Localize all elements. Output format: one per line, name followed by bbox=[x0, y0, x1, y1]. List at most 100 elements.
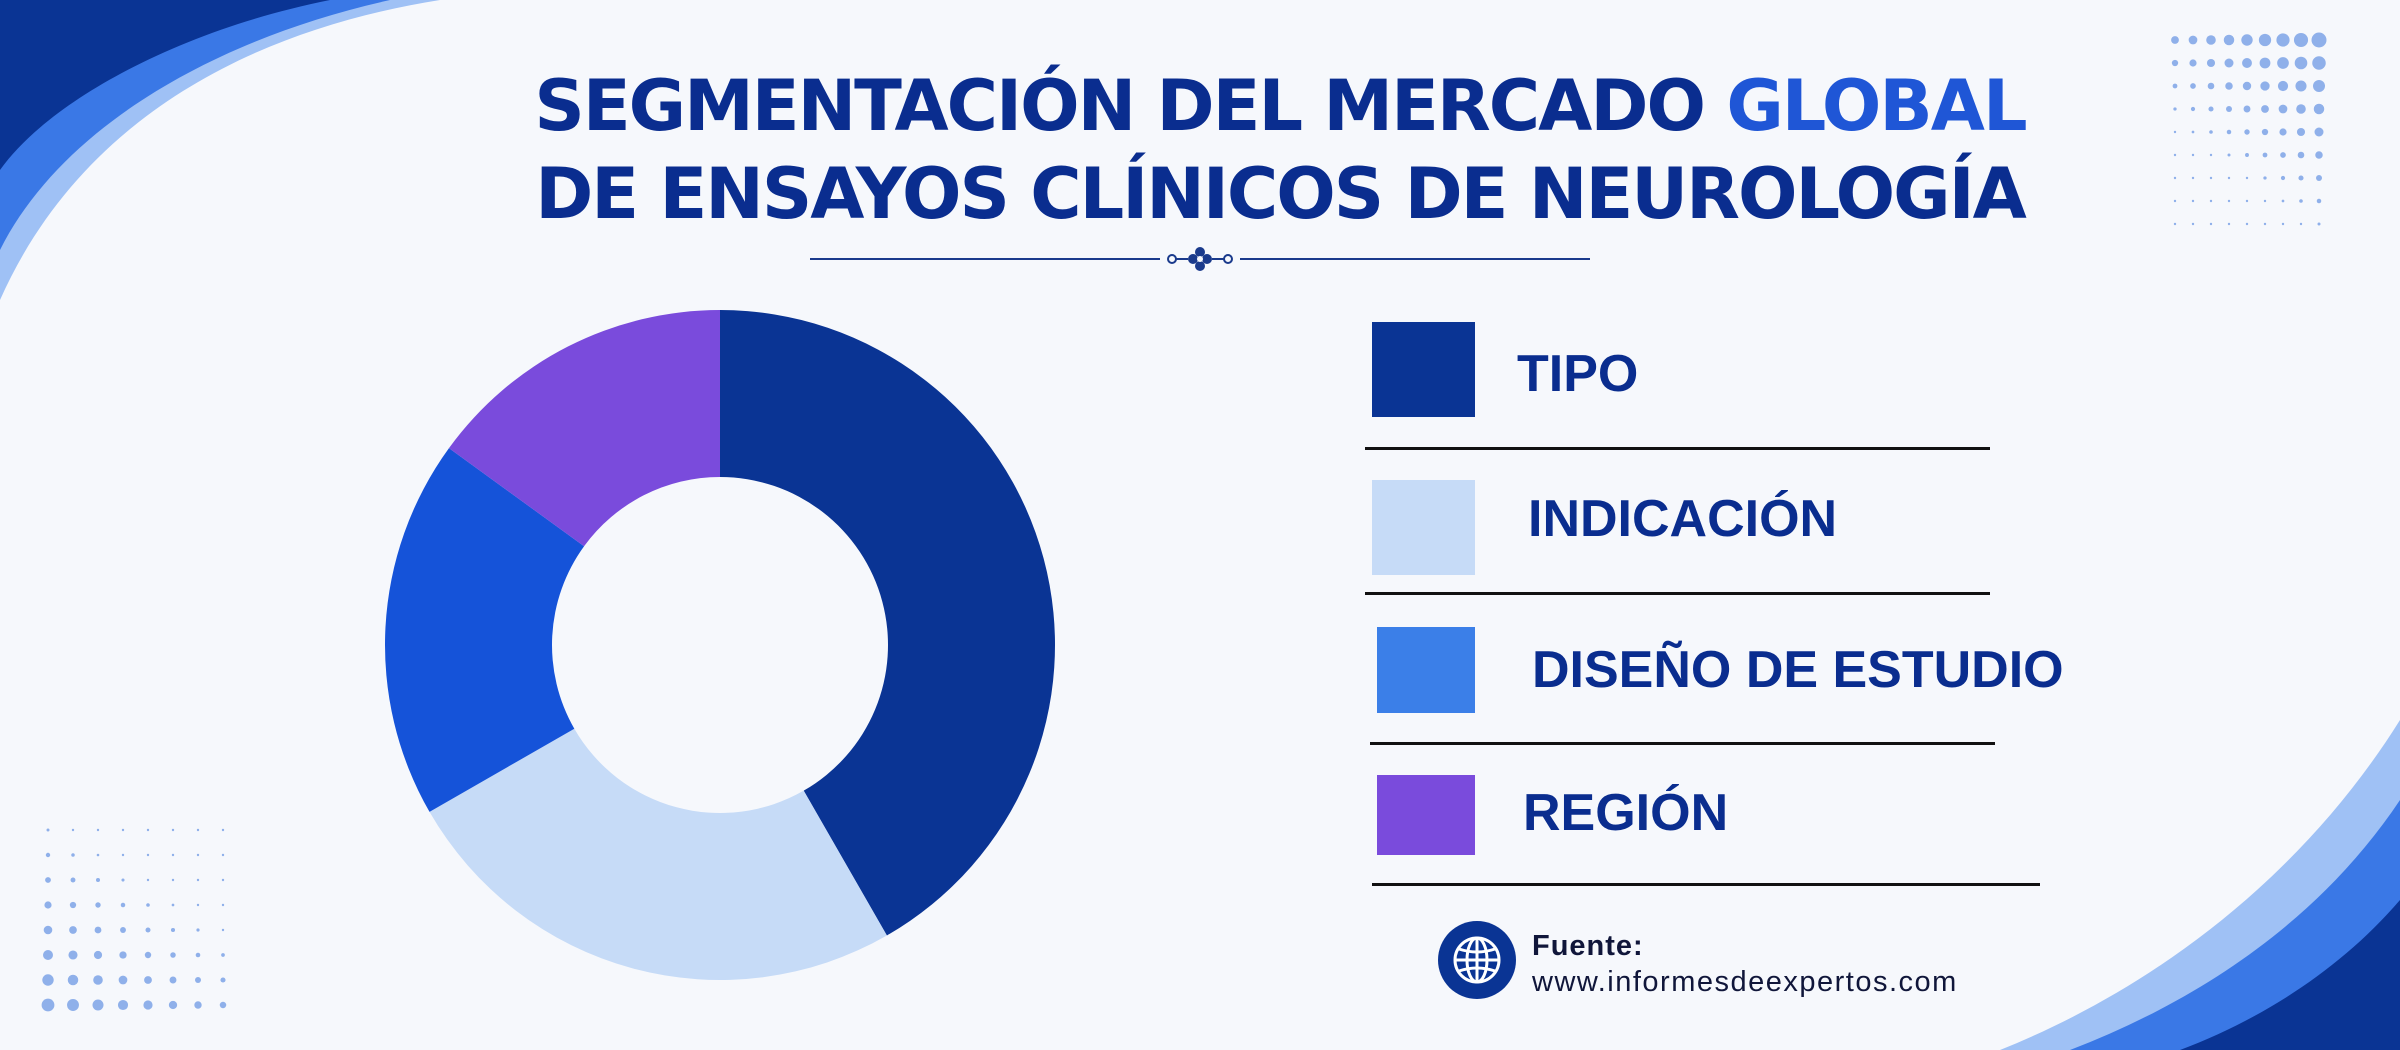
decor-dot bbox=[145, 927, 151, 933]
legend-label-region: REGIÓN bbox=[1523, 784, 1729, 842]
decor-dot bbox=[67, 999, 79, 1011]
legend-divider bbox=[1365, 592, 1990, 595]
decor-dot bbox=[2242, 58, 2252, 68]
donut-chart bbox=[385, 310, 1055, 980]
decor-dot bbox=[42, 974, 54, 986]
decor-dot bbox=[93, 975, 103, 985]
decor-dot bbox=[69, 901, 77, 909]
decor-dot bbox=[46, 828, 50, 832]
title-line-1: SEGMENTACIÓN DEL MERCADO GLOBAL bbox=[520, 62, 2040, 150]
legend-label-tipo: TIPO bbox=[1517, 345, 1639, 403]
donut-slice-indicación bbox=[429, 728, 887, 980]
source-url[interactable]: www.informesdeexpertos.com bbox=[1532, 966, 1958, 998]
decor-dot bbox=[71, 828, 75, 832]
decor-dot bbox=[144, 976, 152, 984]
decor-dot bbox=[196, 878, 200, 882]
decor-dot bbox=[144, 951, 152, 959]
legend-item-region: REGIÓN bbox=[1365, 775, 2040, 915]
decor-dot bbox=[2263, 199, 2267, 203]
decor-dot bbox=[195, 952, 201, 958]
decor-dot bbox=[92, 999, 104, 1011]
decor-dot bbox=[118, 975, 128, 985]
title-line-1-text: SEGMENTACIÓN DEL MERCADO bbox=[534, 65, 1727, 147]
decor-dot bbox=[2191, 130, 2195, 134]
decor-dot bbox=[2227, 153, 2231, 157]
decor-dot bbox=[219, 1001, 227, 1009]
ornament-divider bbox=[810, 247, 1590, 271]
decor-dot bbox=[2311, 32, 2327, 48]
decor-dot bbox=[2276, 33, 2290, 47]
decor-dot bbox=[143, 1000, 153, 1010]
decor-dot bbox=[2191, 222, 2195, 226]
decor-dot bbox=[2172, 83, 2178, 89]
decor-dot bbox=[196, 928, 200, 932]
legend-item-tipo: TIPO bbox=[1365, 320, 2025, 460]
donut-slice-tipo bbox=[720, 310, 1055, 936]
legend-divider bbox=[1365, 447, 1990, 450]
decor-dot bbox=[2263, 222, 2267, 226]
decor-dot bbox=[2191, 153, 2195, 157]
decor-dot bbox=[2297, 151, 2305, 159]
decor-dot bbox=[2298, 175, 2304, 181]
decor-dot bbox=[2245, 222, 2249, 226]
decor-dot bbox=[2189, 59, 2197, 67]
legend-swatch-region bbox=[1377, 775, 1475, 855]
decor-dot bbox=[2299, 222, 2303, 226]
decor-dot bbox=[2296, 127, 2306, 137]
decor-dot bbox=[2281, 222, 2285, 226]
decor-dot bbox=[2316, 175, 2322, 181]
title-accent-word: GLOBAL bbox=[1726, 65, 2027, 147]
decor-dot bbox=[120, 902, 126, 908]
decor-dot bbox=[146, 878, 150, 882]
decor-dot bbox=[41, 998, 55, 1012]
legend-label-diseno: DISEÑO DE ESTUDIO bbox=[1532, 641, 2064, 699]
decor-dot bbox=[2227, 176, 2231, 180]
decor-dot bbox=[2314, 127, 2324, 137]
decor-dot bbox=[2173, 130, 2177, 134]
decor-dot bbox=[2262, 152, 2268, 158]
decor-dot bbox=[2188, 35, 2198, 45]
decor-dot bbox=[69, 926, 77, 934]
decor-dot bbox=[2261, 128, 2269, 136]
decor-dot bbox=[2280, 175, 2286, 181]
decor-dot bbox=[120, 927, 126, 933]
legend-divider bbox=[1372, 883, 2040, 886]
donut-slices bbox=[385, 310, 1055, 980]
decor-dot bbox=[2245, 153, 2249, 157]
globe-icon bbox=[1438, 921, 1516, 999]
legend-swatch-tipo bbox=[1372, 322, 1475, 417]
decor-dot bbox=[2261, 105, 2269, 113]
decor-dot bbox=[71, 853, 75, 857]
decor-dot bbox=[221, 828, 225, 832]
decor-dot bbox=[2280, 152, 2286, 158]
decor-dot bbox=[2173, 222, 2177, 226]
legend-swatch-diseno bbox=[1377, 627, 1475, 713]
decor-dot bbox=[2209, 222, 2213, 226]
donut-slice-diseño-de-estudio bbox=[385, 448, 585, 812]
decor-dot bbox=[2243, 105, 2251, 113]
decor-dot bbox=[2260, 81, 2270, 91]
decor-dot bbox=[121, 828, 125, 832]
decor-dot bbox=[2226, 129, 2232, 135]
decor-dot bbox=[2206, 35, 2216, 45]
decor-dot bbox=[2226, 106, 2232, 112]
decor-dot bbox=[45, 852, 51, 858]
decor-dot bbox=[2317, 222, 2321, 226]
dot-grid-top-right bbox=[2171, 32, 2327, 226]
legend-divider bbox=[1370, 742, 1995, 745]
decor-dot bbox=[2312, 56, 2326, 70]
decor-dot bbox=[2293, 32, 2309, 48]
decor-dot bbox=[2245, 199, 2249, 203]
decor-dot bbox=[2278, 104, 2288, 114]
decor-dot bbox=[70, 877, 76, 883]
decor-dot bbox=[169, 976, 177, 984]
decor-dot bbox=[170, 952, 176, 958]
decor-dot bbox=[146, 853, 150, 857]
decor-dot bbox=[2315, 151, 2323, 159]
decor-dot bbox=[68, 950, 78, 960]
decor-dot bbox=[43, 950, 53, 960]
decor-dot bbox=[2299, 199, 2303, 203]
decor-dot bbox=[2313, 80, 2325, 92]
